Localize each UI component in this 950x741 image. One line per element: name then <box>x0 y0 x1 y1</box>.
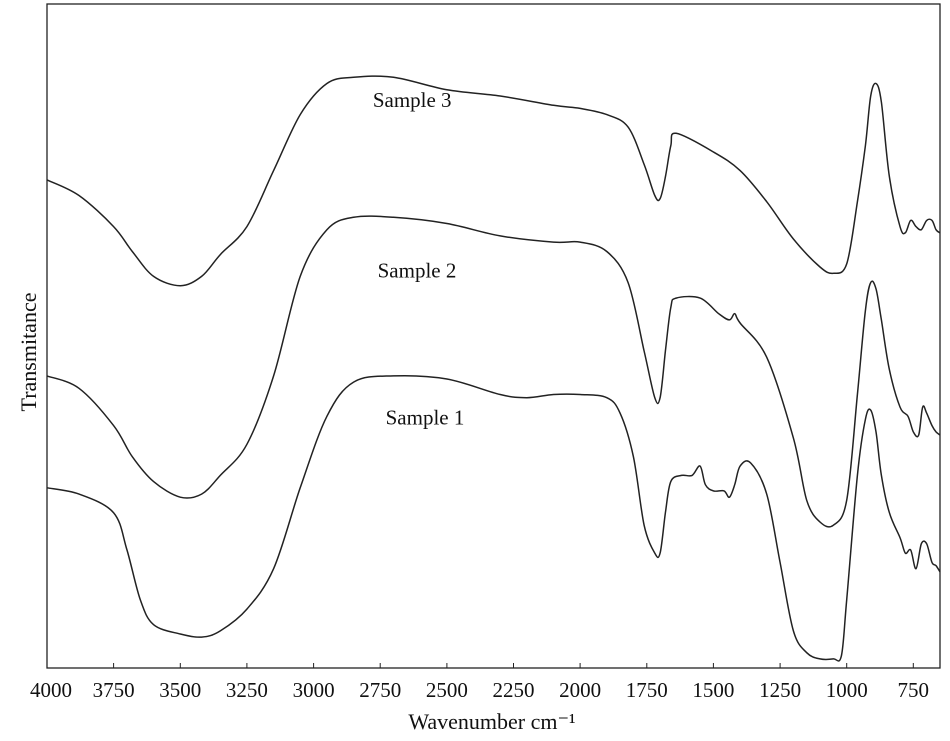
y-axis-title: Transmitance <box>16 293 41 412</box>
series-label-sample-1: Sample 1 <box>386 405 465 429</box>
x-tick-label-3500: 3500 <box>159 678 201 702</box>
x-axis-tick-labels: 4000 3750 3500 3250 3000 2750 2500 2250 2000 1750… <box>30 678 929 702</box>
x-axis-title: Wavenumber cm⁻¹ <box>408 709 575 734</box>
x-tick-label-2750: 2750 <box>359 678 401 702</box>
x-tick-label-4000: 4000 <box>30 678 72 702</box>
x-axis-ticks <box>46 663 914 668</box>
x-tick-label-3250: 3250 <box>226 678 268 702</box>
series-labels: Sample 3 Sample 2 Sample 1 <box>373 88 465 429</box>
x-tick-label-2000: 2000 <box>559 678 601 702</box>
series-line-sample-3 <box>46 75 941 287</box>
x-tick-label-2500: 2500 <box>426 678 468 702</box>
plot-area-frame <box>46 3 941 669</box>
spectrum-lines <box>46 75 941 662</box>
series-label-sample-2: Sample 2 <box>378 259 457 283</box>
x-tick-label-1750: 1750 <box>626 678 668 702</box>
x-tick-label-2250: 2250 <box>493 678 535 702</box>
series-line-sample-1 <box>46 374 941 662</box>
series-line-sample-2 <box>46 215 941 528</box>
x-tick-label-750: 750 <box>898 678 930 702</box>
x-tick-label-1250: 1250 <box>759 678 801 702</box>
x-tick-label-3000: 3000 <box>293 678 335 702</box>
x-tick-label-1000: 1000 <box>826 678 868 702</box>
x-tick-label-3750: 3750 <box>93 678 135 702</box>
x-tick-label-1500: 1500 <box>692 678 734 702</box>
series-label-sample-3: Sample 3 <box>373 88 452 112</box>
